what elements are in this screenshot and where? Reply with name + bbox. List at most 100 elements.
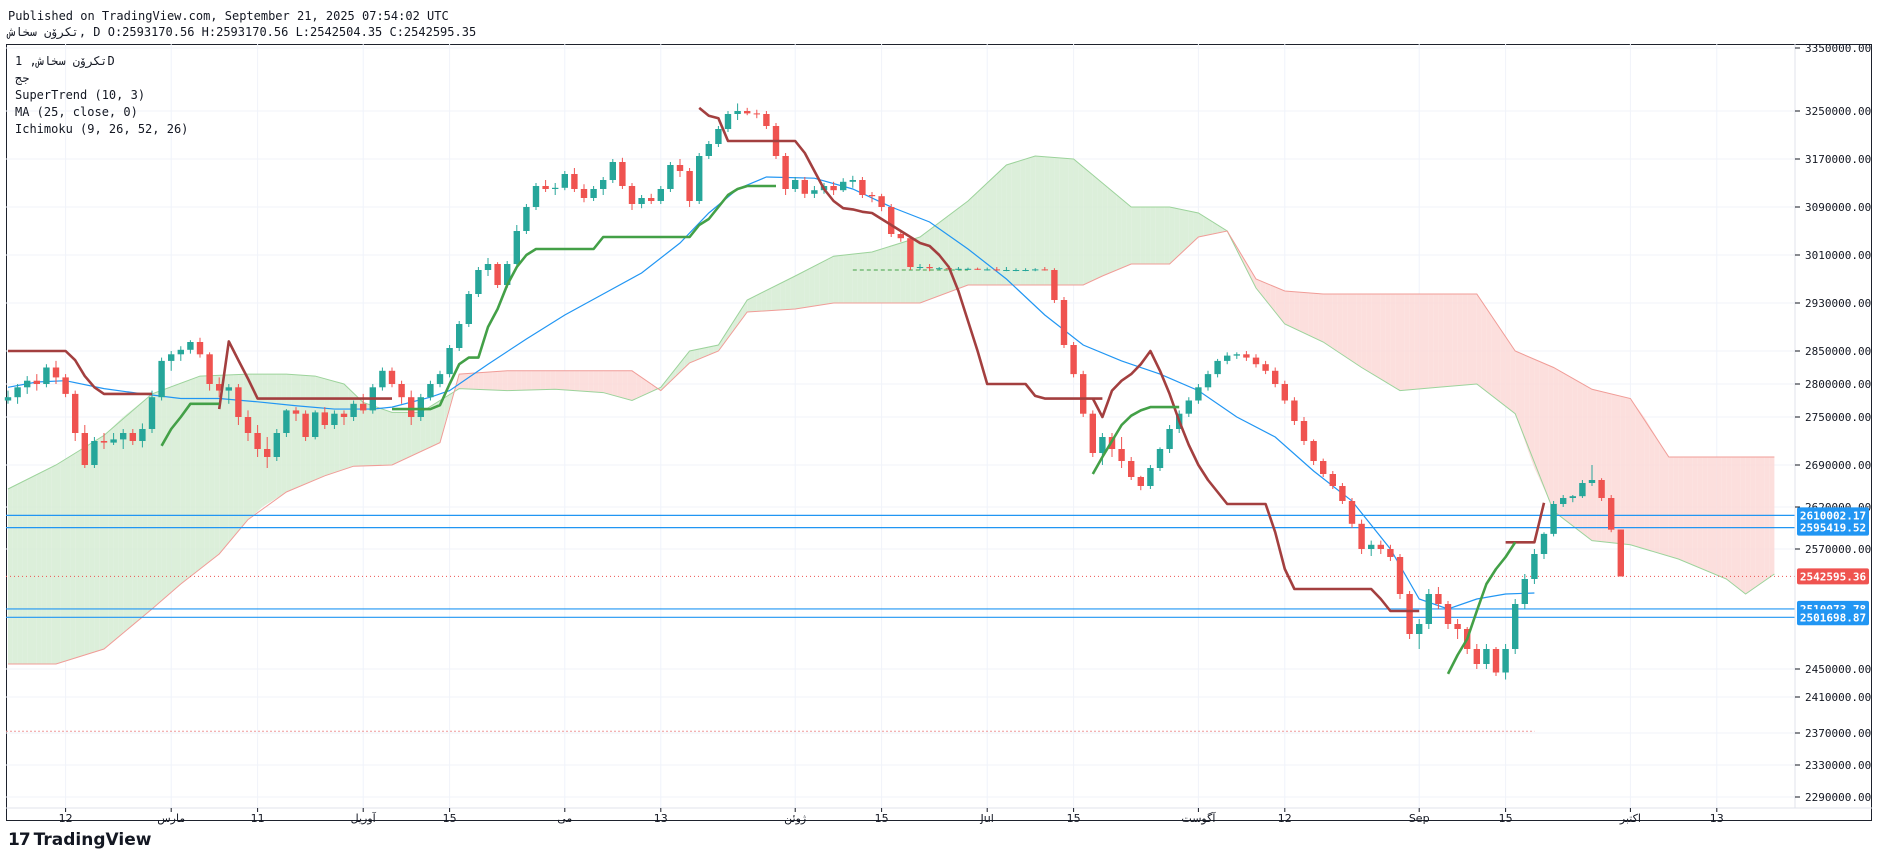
candle-up xyxy=(1012,270,1020,271)
cloud-bear-segment xyxy=(1246,263,1252,279)
cloud-bull-segment xyxy=(1054,157,1060,285)
candle-up xyxy=(724,114,732,129)
cloud-bear-segment xyxy=(646,380,652,394)
cloud-bull-segment xyxy=(396,412,402,463)
cloud-bear-segment xyxy=(1448,294,1453,387)
cloud-bear-segment xyxy=(1414,294,1420,390)
cloud-bear-segment xyxy=(1659,441,1664,555)
candle-down xyxy=(264,449,271,457)
candle-up xyxy=(110,439,117,443)
price-tick-label: 2330000.00 xyxy=(1805,759,1871,772)
cloud-bull-segment xyxy=(689,350,695,363)
candle-down xyxy=(1348,501,1356,524)
candle-down xyxy=(926,267,933,269)
cloud-bull-segment xyxy=(1160,207,1165,264)
cloud-bear-segment xyxy=(1366,294,1372,374)
candle-up xyxy=(158,360,165,398)
cloud-bear-segment xyxy=(1524,355,1530,455)
level-price-label: 2595419.52 xyxy=(1800,522,1866,535)
cloud-bear-segment xyxy=(1592,389,1597,542)
candle-down xyxy=(1051,270,1058,300)
cloud-bull-segment xyxy=(416,412,421,454)
cloud-bull-segment xyxy=(1164,207,1170,264)
legend-supertrend[interactable]: SuperTrend (10, 3) xyxy=(15,88,146,102)
cloud-bear-segment xyxy=(1702,457,1708,571)
candle-up xyxy=(667,165,674,189)
cloud-bull-segment xyxy=(224,374,229,548)
cloud-bull-segment xyxy=(8,486,13,664)
cloud-bull-segment xyxy=(51,465,56,664)
cloud-bull-segment xyxy=(1092,175,1098,281)
candle-up xyxy=(283,410,290,433)
legend-ma[interactable]: MA (25, close, 0) xyxy=(15,105,138,119)
cloud-bear-segment xyxy=(1750,457,1756,591)
cloud-bull-segment xyxy=(118,416,124,637)
candle-down xyxy=(1444,604,1452,624)
cloud-bull-segment xyxy=(1136,207,1141,264)
cloud-bull-segment xyxy=(190,377,196,577)
cloud-bull-segment xyxy=(843,254,848,303)
candle-up xyxy=(14,387,21,398)
cloud-bear-segment xyxy=(550,370,556,390)
price-tick-label: 2800000.00 xyxy=(1805,378,1871,391)
cloud-bull-segment xyxy=(372,405,378,466)
cloud-bear-segment xyxy=(1265,283,1271,306)
price-tick-label: 2850000.00 xyxy=(1805,345,1871,358)
cloud-bear-segment xyxy=(1467,294,1472,385)
cloud-bear-segment xyxy=(1649,425,1655,552)
candle-up xyxy=(475,270,482,294)
candle-down xyxy=(1617,529,1624,577)
cloud-bull-segment xyxy=(977,187,983,285)
cloud-bull-segment xyxy=(387,410,392,466)
cloud-bull-segment xyxy=(262,374,268,507)
candle-down xyxy=(216,384,223,391)
cloud-bull-segment xyxy=(819,261,824,306)
cloud-bear-segment xyxy=(1443,294,1448,387)
cloud-bear-segment xyxy=(1740,457,1746,594)
cloud-bear-segment xyxy=(1419,294,1424,389)
tradingview-brand[interactable]: 17 TradingView xyxy=(8,830,151,850)
candle-down xyxy=(1339,486,1346,501)
level-price-label: 2501698.87 xyxy=(1800,611,1866,624)
cloud-bear-segment xyxy=(1294,291,1300,331)
cloud-bear-segment xyxy=(1510,343,1516,414)
candle-down xyxy=(619,162,626,186)
price-tick-label: 2750000.00 xyxy=(1805,411,1871,424)
cloud-bear-segment xyxy=(1452,294,1458,387)
cloud-bull-segment xyxy=(142,397,148,617)
candle-down xyxy=(763,114,770,126)
candle-down xyxy=(398,384,405,398)
cloud-bull-segment xyxy=(723,330,728,345)
time-axis: 12 مارس 11 آوریل 15 می 13 ژوئن 15 Jul 15 آگوست 12 Sep… xyxy=(6,807,1872,825)
cloud-bull-segment xyxy=(243,374,248,526)
candle-down xyxy=(1473,649,1480,664)
candle-down xyxy=(974,268,981,270)
cloud-bull-segment xyxy=(766,288,772,311)
cloud-bear-segment xyxy=(1558,370,1564,519)
candle-down xyxy=(360,403,367,411)
candle-up xyxy=(1195,387,1202,401)
cloud-bear-segment xyxy=(512,370,517,391)
cloud-bull-segment xyxy=(857,253,863,303)
cloud-bear-segment xyxy=(1308,292,1314,338)
cloud-bear-segment xyxy=(1496,322,1501,403)
cloud-bull-segment xyxy=(1155,207,1160,264)
level-price-label-bg xyxy=(1797,609,1869,626)
time-tick-label: 15 xyxy=(443,812,457,825)
legend-ichimoku[interactable]: Ichimoku (9, 26, 52, 26) xyxy=(15,122,189,136)
cloud-bull-segment xyxy=(828,256,834,304)
cloud-bear-segment xyxy=(1251,271,1256,288)
candle-down xyxy=(321,412,328,425)
cloud-bull-segment xyxy=(296,374,301,488)
candle-up xyxy=(705,144,712,156)
supertrend-down-line xyxy=(217,340,392,410)
cloud-bull-segment xyxy=(1025,157,1031,285)
cloud-bear-segment xyxy=(1433,294,1439,388)
cloud-bear-segment xyxy=(1544,363,1549,500)
cloud-bear-segment xyxy=(1654,433,1660,553)
cloud-bear-segment xyxy=(1275,287,1280,318)
candle-down xyxy=(1118,449,1125,461)
cloud-bear-segment xyxy=(1313,293,1319,340)
cloud-bull-segment xyxy=(1059,157,1064,285)
